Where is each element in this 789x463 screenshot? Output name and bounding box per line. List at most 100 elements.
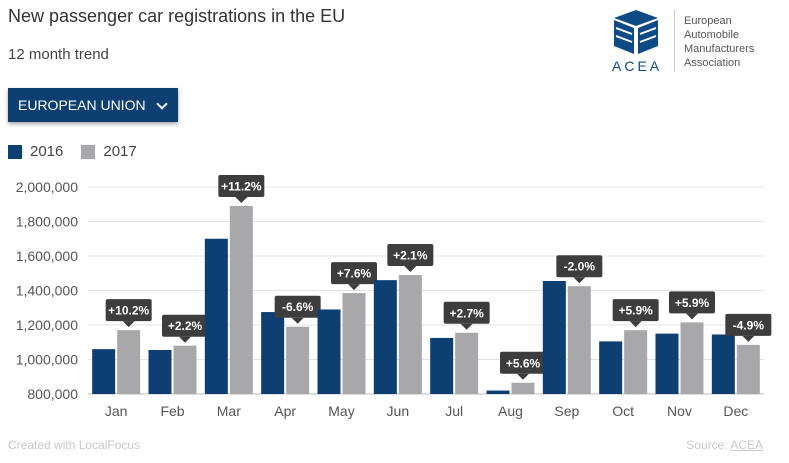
y-tick-label: 1,400,000 xyxy=(16,283,78,299)
acea-logo-mark-icon xyxy=(614,10,658,54)
x-tick-label: Jul xyxy=(445,403,463,419)
y-tick-label: 800,000 xyxy=(27,386,78,402)
legend-item-2016[interactable]: 2016 xyxy=(8,143,63,160)
y-tick-label: 1,600,000 xyxy=(16,248,78,264)
change-badge-label: -6.6% xyxy=(282,300,314,314)
change-badge-pointer xyxy=(629,321,642,328)
legend-swatch-2016 xyxy=(8,144,22,159)
footer-source: Source: ACEA xyxy=(686,438,763,452)
change-badge-label: +2.1% xyxy=(393,248,428,262)
bar-2017-apr xyxy=(286,326,310,394)
bar-2017-aug xyxy=(511,382,535,394)
region-selector-label: EUROPEAN UNION xyxy=(18,97,146,113)
change-badge-label: +7.6% xyxy=(337,267,372,281)
bar-2016-jul xyxy=(430,337,454,394)
chart-legend: 2016 2017 xyxy=(8,143,155,160)
change-badge-label: +10.2% xyxy=(108,304,149,318)
change-badge-label: +2.2% xyxy=(168,319,203,333)
bar-2017-jan xyxy=(117,330,141,394)
change-badge-pointer xyxy=(122,321,135,328)
bar-2017-dec xyxy=(736,344,760,394)
legend-item-2017[interactable]: 2017 xyxy=(81,143,137,160)
y-tick-label: 1,200,000 xyxy=(16,317,78,333)
bar-2017-feb xyxy=(173,345,197,394)
change-badge-label: +5.6% xyxy=(506,356,541,370)
legend-swatch-2017 xyxy=(81,144,96,159)
acea-logo: ACEA European Automobile Manufacturers A… xyxy=(608,8,783,78)
bar-2016-jan xyxy=(92,349,116,394)
footer-source-prefix: Source: xyxy=(686,438,728,452)
logo-line-1: European xyxy=(684,15,732,27)
change-badge-pointer xyxy=(179,336,191,343)
logo-divider xyxy=(674,10,675,72)
change-badge-label: -2.0% xyxy=(564,260,596,274)
bar-2017-jun xyxy=(398,274,422,394)
bar-2016-nov xyxy=(655,333,679,394)
change-badge-label: +2.7% xyxy=(449,306,484,320)
logo-line-3: Manufacturers xyxy=(684,43,755,55)
logo-text: European Automobile Manufacturers Associ… xyxy=(684,14,754,70)
chart-title: New passenger car registrations in the E… xyxy=(8,6,346,26)
change-badge-label: -4.9% xyxy=(733,318,765,332)
bar-2017-mar xyxy=(229,205,253,394)
y-tick-label: 2,000,000 xyxy=(16,179,78,195)
bar-2016-aug xyxy=(486,390,510,394)
change-badge-pointer xyxy=(573,277,586,284)
change-badge-pointer xyxy=(348,284,360,291)
change-badge-bg xyxy=(162,314,208,337)
x-tick-label: Mar xyxy=(217,403,241,419)
logo-line-2: Automobile xyxy=(684,29,740,41)
change-badge-bg xyxy=(725,313,772,336)
bar-2017-nov xyxy=(680,322,704,394)
change-badge-bg xyxy=(612,299,659,322)
bar-2016-feb xyxy=(148,350,172,394)
x-tick-label: Feb xyxy=(160,403,184,419)
bar-2016-may xyxy=(317,309,341,394)
x-tick-label: Sep xyxy=(554,403,579,419)
bar-2016-mar xyxy=(204,238,228,394)
change-badge-label: +5.9% xyxy=(618,304,653,318)
change-badge-pointer xyxy=(517,373,529,380)
x-tick-label: Oct xyxy=(612,403,634,419)
bar-2016-apr xyxy=(261,312,285,394)
change-badge-pointer xyxy=(686,313,698,320)
y-tick-label: 1,000,000 xyxy=(16,352,78,368)
change-badge-bg xyxy=(387,243,434,266)
bar-2016-oct xyxy=(599,341,623,394)
change-badge-bg xyxy=(500,351,546,374)
legend-label-2016: 2016 xyxy=(30,143,64,160)
y-tick-label: 1,800,000 xyxy=(16,214,78,230)
chart-subtitle: 12 month trend xyxy=(8,46,109,63)
acea-logo-acronym: ACEA xyxy=(612,58,663,74)
change-badge-label: +11.2% xyxy=(221,179,262,193)
bar-2016-jun xyxy=(373,280,397,394)
bar-2017-may xyxy=(342,293,366,394)
change-badge-bg xyxy=(331,262,377,285)
change-badge-pointer xyxy=(404,265,417,272)
region-selector-dropdown[interactable]: EUROPEAN UNION xyxy=(8,88,178,122)
bar-2016-sep xyxy=(542,281,566,394)
change-badge-pointer xyxy=(291,317,304,324)
bar-2017-sep xyxy=(567,286,591,394)
bar-chart: 2,000,000 1,800,000 1,600,000 1,400,000 1,20… xyxy=(16,174,772,419)
footer-source-link[interactable]: ACEA xyxy=(730,438,763,452)
change-badge-bg xyxy=(105,299,152,322)
change-badge-bg xyxy=(556,255,603,278)
chevron-down-icon xyxy=(156,98,168,110)
bar-2017-jul xyxy=(455,332,479,394)
x-tick-label: Jun xyxy=(387,403,410,419)
x-tick-label: Nov xyxy=(667,403,692,419)
x-tick-label: Jan xyxy=(105,403,128,419)
change-badge-bg xyxy=(218,174,265,197)
change-badge-bg xyxy=(443,301,490,324)
x-tick-label: Dec xyxy=(723,403,748,419)
bar-2016-dec xyxy=(711,334,735,394)
bar-2017-oct xyxy=(624,330,648,394)
change-badge-bg xyxy=(669,291,715,314)
logo-line-4: Association xyxy=(684,57,741,69)
change-badge-pointer xyxy=(460,323,473,330)
x-tick-label: May xyxy=(328,403,354,419)
x-tick-label: Apr xyxy=(274,403,296,419)
footer-credit: Created with LocalFocus xyxy=(8,438,141,452)
change-badge-label: +5.9% xyxy=(675,296,710,310)
